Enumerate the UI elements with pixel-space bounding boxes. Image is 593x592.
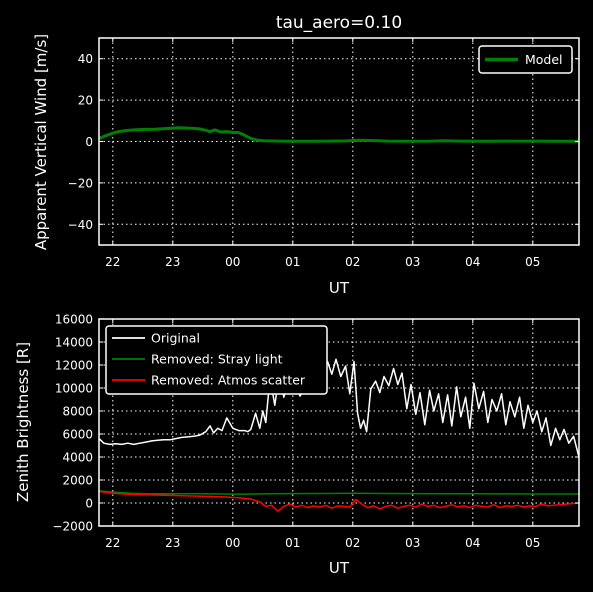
x-tick-label: 02 [345,255,360,269]
series-line-removed-atmos-scatter [99,490,579,512]
series-line-original [99,358,579,458]
x-tick-label: 05 [525,536,540,550]
legend-label-stray-light: Removed: Stray light [151,352,283,367]
y-tick-label: 8000 [62,405,93,419]
x-tick-label: 01 [285,255,300,269]
x-tick-label: 00 [225,255,240,269]
axes-frame-bottom [98,318,580,527]
legend-label-atmos-scatter: Removed: Atmos scatter [151,373,306,388]
x-axis-label-bottom: UT [329,559,350,577]
y-tick-label: −2000 [52,520,93,534]
panel-bottom: 22 23 00 01 02 03 04 05 −2000 0 2000 4000 6000 8000 10… [14,313,580,577]
y-tick-label: 20 [78,94,93,108]
legend-label-original: Original [151,331,200,346]
y-axis-label-top: Apparent Vertical Wind [m/s] [32,34,50,250]
y-tick-label: 6000 [62,428,93,442]
ticks-bottom: 22 23 00 01 02 03 04 05 −2000 0 2000 4000 6000 8000 10… [52,313,579,550]
x-tick-label: 04 [465,255,480,269]
y-tick-label: −20 [68,176,93,190]
legend-top: Model [478,45,573,74]
y-tick-label: 0 [85,135,93,149]
x-axis-label-top: UT [329,279,350,297]
x-tick-label: 00 [225,536,240,550]
ticks-top: 22 23 00 01 02 03 04 05 −40 −20 0 20 40 [68,38,579,269]
x-tick-label: 22 [105,536,120,550]
series-top [99,126,579,143]
x-tick-label: 22 [105,255,120,269]
series-line-model [99,126,579,143]
y-tick-label: 40 [78,52,93,66]
legend-bottom: Original Removed: Stray light Removed: A… [105,325,328,395]
y-tick-label: 2000 [62,474,93,488]
y-axis-label-bottom: Zenith Brightness [R] [14,342,32,502]
chart-title-top: tau_aero=0.10 [276,13,402,33]
y-tick-label: 4000 [62,451,93,465]
x-tick-label: 05 [525,255,540,269]
y-tick-label: 12000 [55,359,93,373]
legend-box-top [478,45,573,74]
series-line-removed-stray-light [99,490,579,495]
x-tick-label: 23 [165,255,180,269]
y-tick-label: 10000 [55,382,93,396]
grid-bottom [99,319,579,526]
y-tick-label: 16000 [55,313,93,327]
x-tick-label: 02 [345,536,360,550]
legend-box-bottom [105,325,328,395]
y-tick-label: 14000 [55,336,93,350]
x-tick-label: 23 [165,536,180,550]
y-tick-label: 0 [85,497,93,511]
x-tick-label: 04 [465,536,480,550]
panel-top: tau_aero=0.10 22 23 00 01 02 03 04 05 −40 −20 0 20 4… [32,13,580,297]
legend-label-model: Model [525,52,563,67]
x-tick-label: 03 [405,536,420,550]
series-bottom [99,358,579,512]
x-tick-label: 01 [285,536,300,550]
y-tick-label: −40 [68,218,93,232]
x-tick-label: 03 [405,255,420,269]
